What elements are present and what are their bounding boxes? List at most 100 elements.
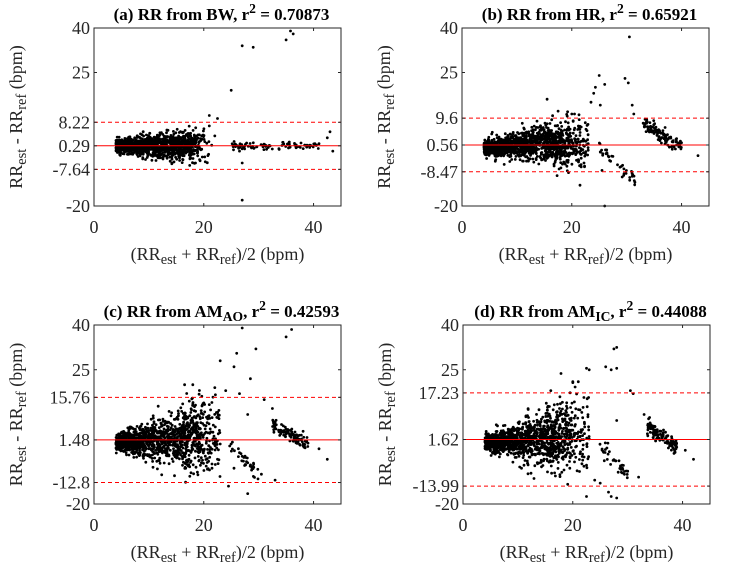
data-point	[189, 407, 193, 411]
data-point	[317, 447, 321, 451]
data-point	[581, 452, 584, 456]
data-point	[187, 140, 190, 144]
data-point	[163, 423, 166, 427]
data-point	[182, 431, 186, 435]
data-point	[562, 468, 566, 472]
data-point	[206, 451, 210, 455]
data-point	[162, 431, 166, 435]
data-point	[564, 147, 568, 150]
data-point	[583, 121, 587, 125]
data-point	[129, 433, 133, 436]
data-point	[127, 142, 130, 146]
text-part: - RR	[6, 407, 26, 446]
data-point	[187, 153, 191, 157]
data-point	[170, 423, 174, 427]
data-point	[513, 139, 516, 143]
data-point	[188, 149, 191, 153]
text-part: RR	[6, 462, 26, 486]
data-point	[203, 160, 207, 164]
text-part: (RR	[131, 542, 161, 563]
data-point	[165, 136, 169, 139]
data-point	[586, 146, 590, 150]
data-point	[545, 97, 549, 101]
data-point	[565, 136, 569, 140]
data-point	[542, 145, 546, 148]
data-point	[200, 443, 204, 447]
data-point	[139, 132, 142, 136]
data-point	[535, 146, 538, 150]
data-point	[167, 148, 171, 151]
y-tick-label: 15.76	[50, 387, 91, 407]
data-point	[178, 152, 181, 156]
data-point	[280, 423, 283, 426]
data-point	[117, 442, 120, 445]
data-point	[628, 35, 631, 39]
data-point	[289, 435, 293, 439]
data-point	[524, 136, 528, 140]
data-point	[135, 136, 139, 139]
data-point	[127, 453, 131, 457]
data-point	[567, 128, 571, 132]
data-point	[195, 414, 199, 418]
data-point	[556, 467, 560, 470]
data-point	[203, 155, 207, 159]
data-point	[570, 152, 574, 156]
data-point	[578, 452, 582, 456]
text-part: ref	[382, 94, 398, 110]
data-point	[578, 134, 582, 137]
data-point	[153, 137, 157, 141]
data-point	[173, 474, 176, 478]
data-point	[216, 462, 220, 465]
data-point	[211, 430, 215, 434]
data-point	[134, 138, 138, 142]
data-point	[237, 455, 240, 458]
data-point	[571, 449, 575, 453]
data-point	[559, 372, 563, 375]
data-point	[495, 147, 498, 151]
data-point	[557, 146, 561, 149]
data-point	[537, 162, 541, 166]
data-point	[138, 150, 142, 154]
x-tick-label: 20	[195, 515, 213, 535]
text-part: (RR	[499, 244, 529, 265]
data-point	[211, 423, 215, 427]
data-point	[197, 447, 201, 450]
data-point	[190, 416, 194, 420]
data-point	[143, 430, 147, 434]
data-point	[575, 158, 578, 162]
data-point	[151, 460, 155, 463]
data-point	[142, 456, 145, 460]
data-point	[506, 154, 510, 157]
data-point	[148, 131, 152, 135]
data-point	[511, 145, 514, 149]
x-tick-label: 0	[90, 515, 99, 535]
data-point	[546, 145, 549, 149]
data-point	[530, 129, 533, 133]
data-point	[197, 392, 201, 396]
data-point	[198, 450, 202, 454]
data-point	[207, 414, 211, 417]
data-point	[620, 175, 624, 179]
data-point	[508, 138, 512, 142]
data-point	[516, 147, 520, 151]
data-point	[115, 135, 119, 139]
axes-box	[93, 27, 342, 207]
data-point	[170, 140, 174, 144]
data-point	[235, 351, 239, 355]
data-point	[531, 133, 535, 136]
data-point	[206, 154, 210, 158]
data-point	[237, 447, 240, 451]
data-point	[175, 456, 179, 460]
data-point	[520, 149, 523, 152]
data-point	[511, 148, 515, 152]
data-point	[546, 141, 549, 145]
x-tick-label: 40	[673, 217, 691, 237]
data-point	[543, 130, 547, 134]
data-point	[232, 140, 236, 143]
data-point	[177, 412, 180, 415]
data-point	[150, 443, 154, 447]
data-point	[157, 459, 161, 463]
data-point	[660, 131, 664, 135]
